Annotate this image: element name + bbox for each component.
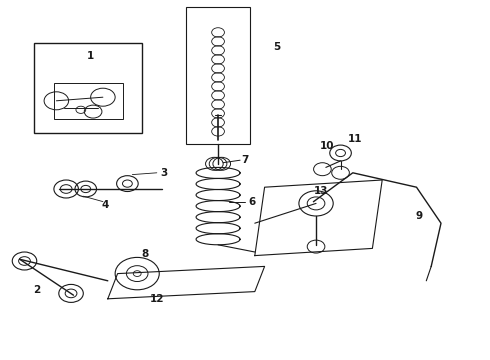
Text: 12: 12 bbox=[149, 294, 164, 304]
Text: 3: 3 bbox=[161, 168, 168, 178]
Text: 2: 2 bbox=[33, 285, 40, 295]
Text: 11: 11 bbox=[348, 134, 363, 144]
Text: 1: 1 bbox=[87, 51, 94, 61]
Text: 10: 10 bbox=[319, 141, 334, 151]
Text: 8: 8 bbox=[141, 249, 148, 259]
Bar bbox=[34, 43, 142, 133]
Text: 5: 5 bbox=[273, 42, 280, 52]
Bar bbox=[186, 7, 250, 144]
Text: 7: 7 bbox=[241, 155, 249, 165]
Text: 9: 9 bbox=[416, 211, 422, 221]
Text: 13: 13 bbox=[314, 186, 328, 196]
Text: 6: 6 bbox=[249, 197, 256, 207]
Text: 4: 4 bbox=[101, 200, 109, 210]
Bar bbox=[54, 83, 122, 119]
